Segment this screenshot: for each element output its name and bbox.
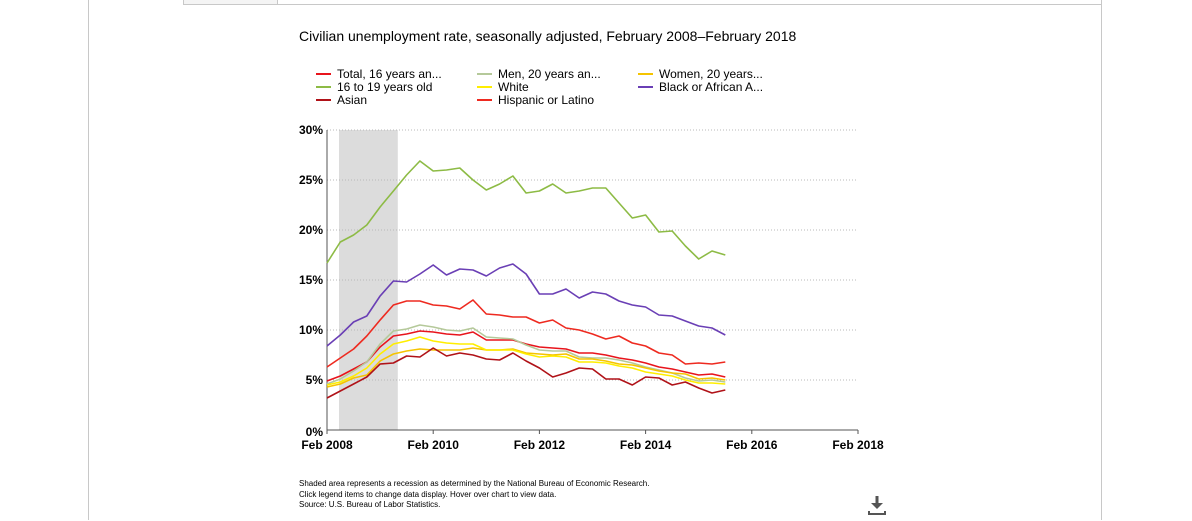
x-tick-label: Feb 2018 (832, 438, 884, 452)
footnote: Shaded area represents a recession as de… (299, 479, 649, 511)
legend-item[interactable]: 16 to 19 years old (316, 79, 433, 94)
legend-label: Asian (337, 92, 368, 107)
legend-label: Women, 20 years... (659, 66, 763, 81)
x-tick-label: Feb 2010 (407, 438, 459, 452)
x-tick-label: Feb 2014 (619, 438, 672, 452)
legend-label: White (498, 79, 529, 94)
legend-swatch (477, 85, 492, 88)
legend-item[interactable]: Women, 20 years... (638, 66, 763, 81)
legend-swatch (316, 72, 331, 75)
chart-legend: Total, 16 years an... Men, 20 years an...… (316, 67, 796, 107)
x-tick-label: Feb 2008 (301, 438, 353, 452)
x-tick-label: Feb 2016 (726, 438, 778, 452)
y-tick-label: 30% (298, 123, 323, 137)
legend-swatch (477, 98, 492, 101)
y-tick-label: 10% (298, 323, 323, 337)
legend-swatch (638, 85, 653, 88)
series-line-1 (326, 324, 726, 385)
download-icon[interactable] (866, 494, 888, 516)
series-line-6 (326, 347, 726, 399)
legend-label: Men, 20 years an... (498, 66, 601, 81)
panel-top-border (276, 4, 1102, 5)
legend-label: Hispanic or Latino (498, 92, 595, 107)
panel-left-border (88, 0, 89, 520)
y-tick-label: 5% (305, 373, 323, 387)
series-line-2 (326, 347, 726, 388)
recession-shade (339, 130, 398, 430)
x-tick-label: Feb 2012 (513, 438, 566, 452)
y-tick-label: 25% (298, 173, 323, 187)
footnote-recession: Shaded area represents a recession as de… (299, 479, 650, 488)
legend-item[interactable]: White (477, 79, 529, 94)
legend-item[interactable]: Total, 16 years an... (316, 66, 442, 81)
legend-swatch (477, 72, 492, 75)
legend-item[interactable]: Black or African A... (638, 79, 764, 94)
series-line-0 (326, 330, 726, 382)
panel-right-border (1101, 0, 1102, 520)
legend-swatch (316, 85, 331, 88)
footnote-instructions: Click legend items to change data displa… (299, 489, 557, 499)
legend-item[interactable]: Men, 20 years an... (477, 66, 601, 81)
legend-swatch (316, 98, 331, 101)
chart-title: Civilian unemployment rate, seasonally a… (299, 28, 797, 44)
series-line-5 (326, 263, 726, 347)
y-tick-label: 0% (305, 425, 323, 439)
legend-swatch (638, 72, 653, 75)
legend-label: 16 to 19 years old (337, 79, 433, 94)
series-line-4 (326, 336, 726, 386)
y-tick-label: 20% (298, 223, 323, 237)
y-tick-label: 15% (298, 273, 323, 287)
legend-label: Total, 16 years an... (337, 66, 442, 81)
series-line-3 (326, 160, 726, 264)
panel-tab[interactable] (183, 0, 278, 5)
footnote-source: Source: U.S. Bureau of Labor Statistics. (299, 500, 441, 509)
legend-item[interactable]: Hispanic or Latino (477, 92, 595, 107)
legend-label: Black or African A... (659, 79, 764, 94)
legend-item[interactable]: Asian (316, 92, 368, 107)
series-line-7 (326, 299, 726, 368)
